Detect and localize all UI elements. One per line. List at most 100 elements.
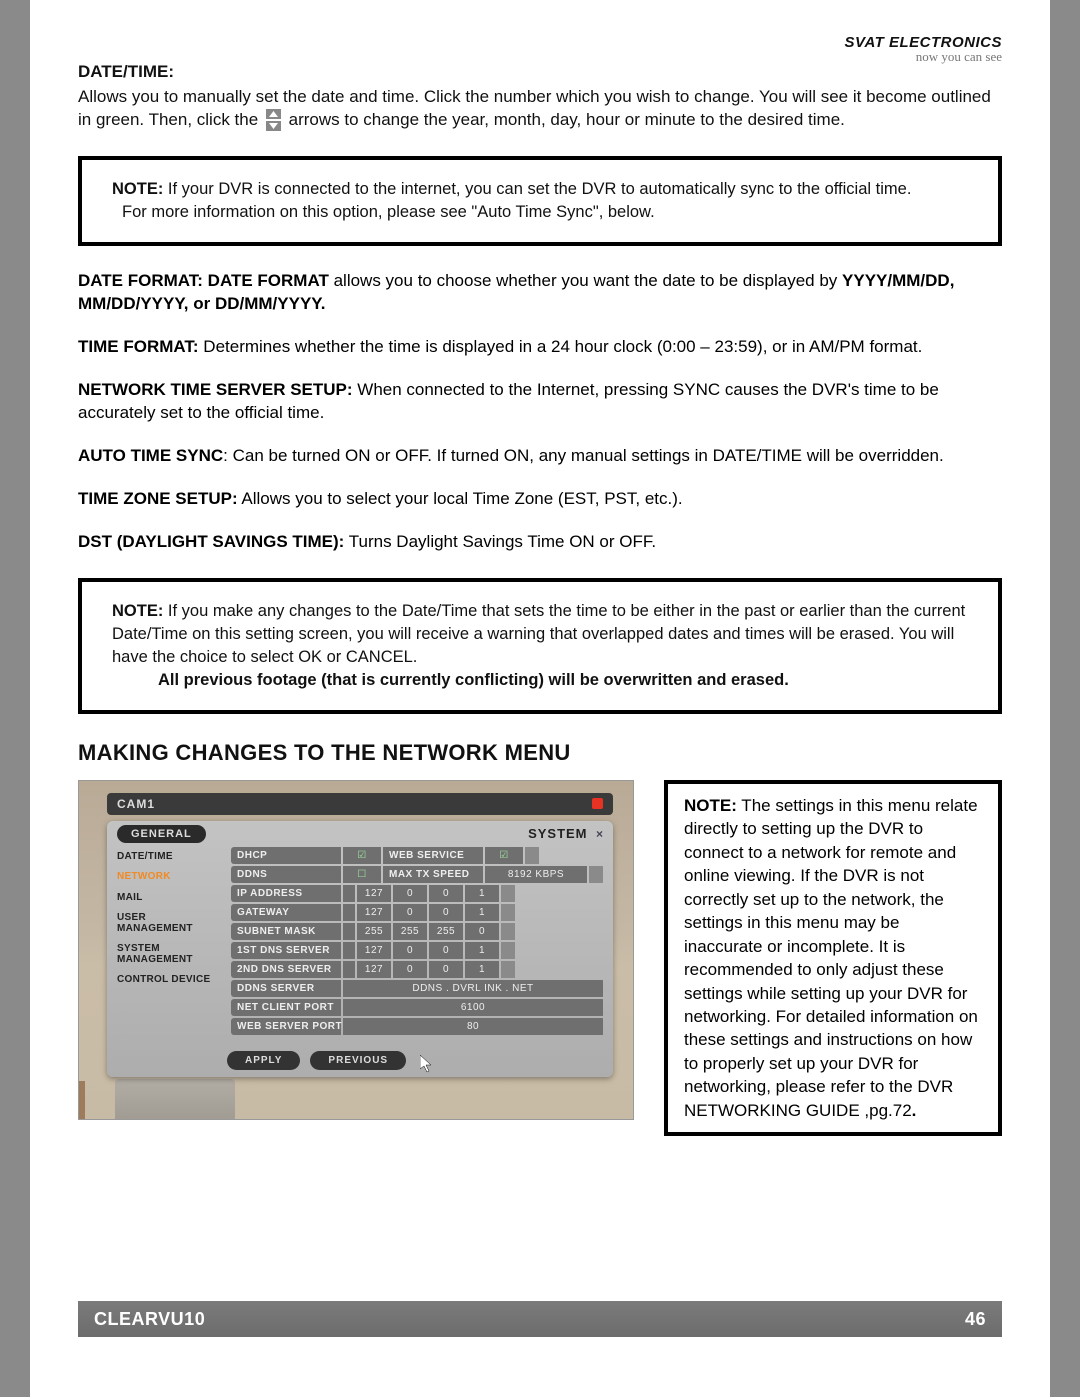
octet[interactable]: 1: [465, 942, 499, 959]
port-label: NET CLIENT PORT: [231, 999, 341, 1016]
octet[interactable]: 127: [357, 961, 391, 978]
spinner-icon: [501, 942, 515, 959]
dhcp-label: DHCP: [231, 847, 341, 864]
note-box-1: NOTE: If your DVR is connected to the in…: [78, 156, 1002, 246]
autotime-text: : Can be turned ON or OFF. If turned ON,…: [223, 446, 944, 465]
field-label: SUBNET MASK: [231, 923, 341, 940]
octet[interactable]: 255: [357, 923, 391, 940]
note3-dot: .: [912, 1101, 917, 1120]
spinner-icon: [501, 923, 515, 940]
field-label: 2ND DNS SERVER: [231, 961, 341, 978]
autotime-label: AUTO TIME SYNC: [78, 446, 223, 465]
octet[interactable]: 255: [429, 923, 463, 940]
octet[interactable]: 1: [465, 904, 499, 921]
spacer: [343, 923, 355, 940]
octet[interactable]: 1: [465, 961, 499, 978]
note2-label: NOTE:: [112, 602, 163, 620]
apply-button[interactable]: APPLY: [227, 1051, 300, 1070]
close-icon[interactable]: ×: [596, 827, 603, 841]
settings-grid: DHCP☑WEB SERVICE☑DDNS☐MAX TX SPEED8192 K…: [231, 847, 605, 1043]
bg-shape: [78, 1081, 85, 1120]
octet[interactable]: 0: [465, 923, 499, 940]
previous-button[interactable]: PREVIOUS: [310, 1051, 406, 1070]
footer-page-number: 46: [965, 1309, 986, 1330]
spinner-icon: [589, 866, 603, 883]
timezone-label: TIME ZONE SETUP:: [78, 489, 238, 508]
cursor-icon: [420, 1055, 434, 1073]
sidebar-item[interactable]: CONTROL DEVICE: [115, 970, 225, 991]
datetime-paragraph: Allows you to manually set the date and …: [78, 86, 1002, 132]
octet[interactable]: 127: [357, 904, 391, 921]
bg-shape-2: [115, 1079, 235, 1119]
dhcp-checkbox[interactable]: ☑: [343, 847, 381, 864]
note1-label: NOTE:: [112, 180, 163, 198]
octet[interactable]: 0: [393, 961, 427, 978]
note-box-2: NOTE: If you make any changes to the Dat…: [78, 578, 1002, 714]
sidebar-item[interactable]: NETWORK: [115, 867, 225, 888]
camera-title-bar: CAM1: [107, 793, 613, 815]
sidebar-item[interactable]: MAIL: [115, 888, 225, 909]
network-section-heading: MAKING CHANGES TO THE NETWORK MENU: [78, 740, 1002, 766]
datetime-p1b: arrows to change the year, month, day, h…: [289, 110, 845, 129]
octet[interactable]: 0: [393, 942, 427, 959]
spacer: [343, 961, 355, 978]
port-value[interactable]: 6100: [343, 999, 603, 1016]
field-label: GATEWAY: [231, 904, 341, 921]
webservice-checkbox[interactable]: ☑: [485, 847, 523, 864]
general-tab[interactable]: GENERAL: [117, 825, 206, 843]
spacer: [343, 942, 355, 959]
record-icon: [592, 798, 603, 809]
settings-sidebar: DATE/TIMENETWORKMAILUSER MANAGEMENTSYSTE…: [115, 847, 225, 1043]
nts-label: NETWORK TIME SERVER SETUP:: [78, 380, 353, 399]
octet[interactable]: 127: [357, 942, 391, 959]
note2-line1: If you make any changes to the Date/Time…: [112, 602, 965, 666]
octet[interactable]: 0: [429, 961, 463, 978]
ddns-server-value: DDNS . DVRL INK . NET: [343, 980, 603, 997]
spinner-icon: [501, 904, 515, 921]
definitions-block: DATE FORMAT: DATE FORMAT allows you to c…: [78, 270, 1002, 554]
spinner-icon: [501, 885, 515, 902]
octet[interactable]: 0: [393, 885, 427, 902]
maxtx-label: MAX TX SPEED: [383, 866, 483, 883]
sidebar-item[interactable]: USER MANAGEMENT: [115, 908, 225, 939]
port-value[interactable]: 80: [343, 1018, 603, 1035]
dst-text: Turns Daylight Savings Time ON or OFF.: [344, 532, 656, 551]
spacer: [343, 885, 355, 902]
maxtx-value: 8192 KBPS: [485, 866, 587, 883]
timezone-text: Allows you to select your local Time Zon…: [238, 489, 683, 508]
octet[interactable]: 0: [429, 904, 463, 921]
octet[interactable]: 0: [429, 942, 463, 959]
page-footer: CLEARVU10 46: [78, 1301, 1002, 1337]
dst-label: DST (DAYLIGHT SAVINGS TIME):: [78, 532, 344, 551]
octet[interactable]: 0: [393, 904, 427, 921]
note1-line2: For more information on this option, ple…: [112, 203, 655, 221]
brand-tagline: now you can see: [845, 49, 1002, 65]
note3-text: The settings in this menu relate directl…: [684, 796, 978, 1120]
camera-label: CAM1: [117, 797, 155, 811]
note2-line2: All previous footage (that is currently …: [112, 671, 789, 689]
octet[interactable]: 127: [357, 885, 391, 902]
octet[interactable]: 0: [429, 885, 463, 902]
webservice-label: WEB SERVICE: [383, 847, 483, 864]
sidebar-item[interactable]: SYSTEM MANAGEMENT: [115, 939, 225, 970]
settings-panel: GENERAL SYSTEM × DATE/TIMENETWORKMAILUSE…: [107, 821, 613, 1077]
timeformat-label: TIME FORMAT:: [78, 337, 199, 356]
octet[interactable]: 1: [465, 885, 499, 902]
octet[interactable]: 255: [393, 923, 427, 940]
spinner-icon: [501, 961, 515, 978]
ddns-server-label: DDNS SERVER: [231, 980, 341, 997]
ddns-checkbox[interactable]: ☐: [343, 866, 381, 883]
field-label: 1ST DNS SERVER: [231, 942, 341, 959]
dateformat-text1: allows you to choose whether you want th…: [329, 271, 842, 290]
timeformat-text: Determines whether the time is displayed…: [199, 337, 923, 356]
field-label: IP ADDRESS: [231, 885, 341, 902]
spacer: [343, 904, 355, 921]
footer-product: CLEARVU10: [94, 1309, 205, 1330]
datetime-heading: DATE/TIME:: [78, 62, 1002, 82]
ddns-label: DDNS: [231, 866, 341, 883]
sidebar-item[interactable]: DATE/TIME: [115, 847, 225, 868]
note-box-3: NOTE: The settings in this menu relate d…: [664, 780, 1002, 1136]
up-down-arrow-icon: [266, 109, 281, 131]
network-menu-screenshot: CAM1 GENERAL SYSTEM × DATE/TIMENETWORKMA…: [78, 780, 634, 1120]
note3-label: NOTE:: [684, 796, 737, 815]
